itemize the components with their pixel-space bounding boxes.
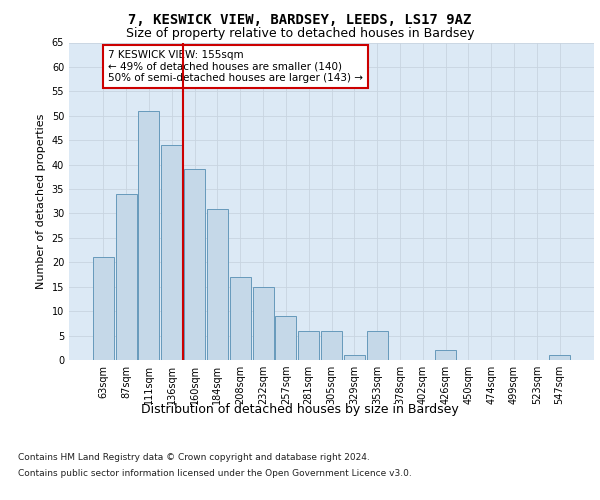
Bar xyxy=(435,350,456,360)
Bar xyxy=(93,258,114,360)
Bar xyxy=(344,355,365,360)
Bar xyxy=(207,208,228,360)
Y-axis label: Number of detached properties: Number of detached properties xyxy=(36,114,46,289)
Bar xyxy=(275,316,296,360)
Bar xyxy=(298,330,319,360)
Text: Distribution of detached houses by size in Bardsey: Distribution of detached houses by size … xyxy=(141,402,459,415)
Bar xyxy=(321,330,342,360)
Bar xyxy=(139,111,160,360)
Text: Contains public sector information licensed under the Open Government Licence v3: Contains public sector information licen… xyxy=(18,468,412,477)
Bar xyxy=(116,194,137,360)
Bar xyxy=(367,330,388,360)
Text: Contains HM Land Registry data © Crown copyright and database right 2024.: Contains HM Land Registry data © Crown c… xyxy=(18,454,370,462)
Bar xyxy=(161,145,182,360)
Bar xyxy=(549,355,570,360)
Text: 7, KESWICK VIEW, BARDSEY, LEEDS, LS17 9AZ: 7, KESWICK VIEW, BARDSEY, LEEDS, LS17 9A… xyxy=(128,12,472,26)
Text: 7 KESWICK VIEW: 155sqm
← 49% of detached houses are smaller (140)
50% of semi-de: 7 KESWICK VIEW: 155sqm ← 49% of detached… xyxy=(108,50,363,83)
Bar xyxy=(184,170,205,360)
Bar xyxy=(230,277,251,360)
Bar xyxy=(253,286,274,360)
Text: Size of property relative to detached houses in Bardsey: Size of property relative to detached ho… xyxy=(126,28,474,40)
